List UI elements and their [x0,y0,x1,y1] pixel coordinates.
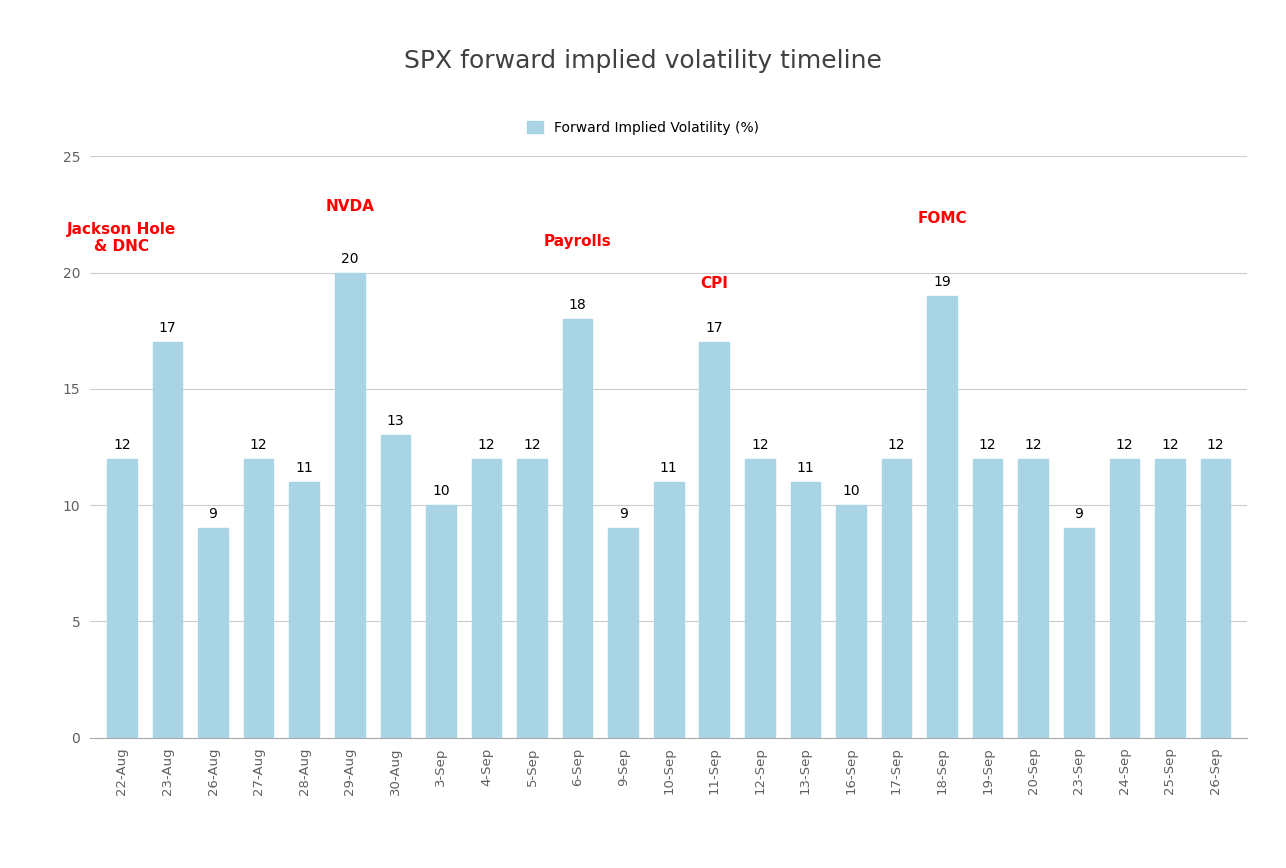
Text: 11: 11 [796,461,814,475]
Text: FOMC: FOMC [917,211,967,226]
Text: NVDA: NVDA [325,200,374,214]
Bar [653,482,684,738]
Text: 9: 9 [619,508,628,522]
Text: 20: 20 [341,252,359,266]
Text: 12: 12 [1025,437,1042,451]
Bar [1110,458,1139,738]
Bar [198,529,228,738]
Bar [1064,529,1093,738]
Bar [927,296,957,738]
Text: 9: 9 [1074,508,1083,522]
Text: 11: 11 [660,461,678,475]
Text: 12: 12 [979,437,997,451]
Bar [334,273,364,738]
Bar [517,458,547,738]
Text: 17: 17 [706,321,723,335]
Text: 12: 12 [751,437,769,451]
Text: 12: 12 [113,437,131,451]
Bar [974,458,1003,738]
Text: 12: 12 [1161,437,1179,451]
Legend: Forward Implied Volatility (%): Forward Implied Volatility (%) [521,115,765,141]
Text: 10: 10 [842,484,860,498]
Text: 18: 18 [568,298,586,312]
Text: 12: 12 [887,437,905,451]
Bar [608,529,638,738]
Text: SPX forward implied volatility timeline: SPX forward implied volatility timeline [404,49,882,73]
Bar [107,458,136,738]
Bar [836,505,865,738]
Bar [472,458,502,738]
Text: 12: 12 [1115,437,1133,451]
Text: 12: 12 [249,437,267,451]
Text: 11: 11 [296,461,312,475]
Text: Payrolls: Payrolls [544,234,611,249]
Text: 19: 19 [934,275,950,289]
Bar [244,458,274,738]
Text: 9: 9 [208,508,217,522]
Text: CPI: CPI [701,276,728,291]
Bar [381,436,410,738]
Bar [426,505,455,738]
Bar [882,458,912,738]
Bar [1019,458,1048,738]
Text: 12: 12 [523,437,541,451]
Text: 12: 12 [477,437,495,451]
Bar [1155,458,1184,738]
Text: 13: 13 [387,414,404,429]
Bar [289,482,319,738]
Text: 12: 12 [1206,437,1224,451]
Bar [153,342,183,738]
Text: 17: 17 [158,321,176,335]
Bar [745,458,774,738]
Text: Jackson Hole
& DNC: Jackson Hole & DNC [67,221,176,254]
Bar [791,482,820,738]
Bar [700,342,729,738]
Text: 10: 10 [432,484,450,498]
Bar [563,319,593,738]
Bar [1201,458,1231,738]
